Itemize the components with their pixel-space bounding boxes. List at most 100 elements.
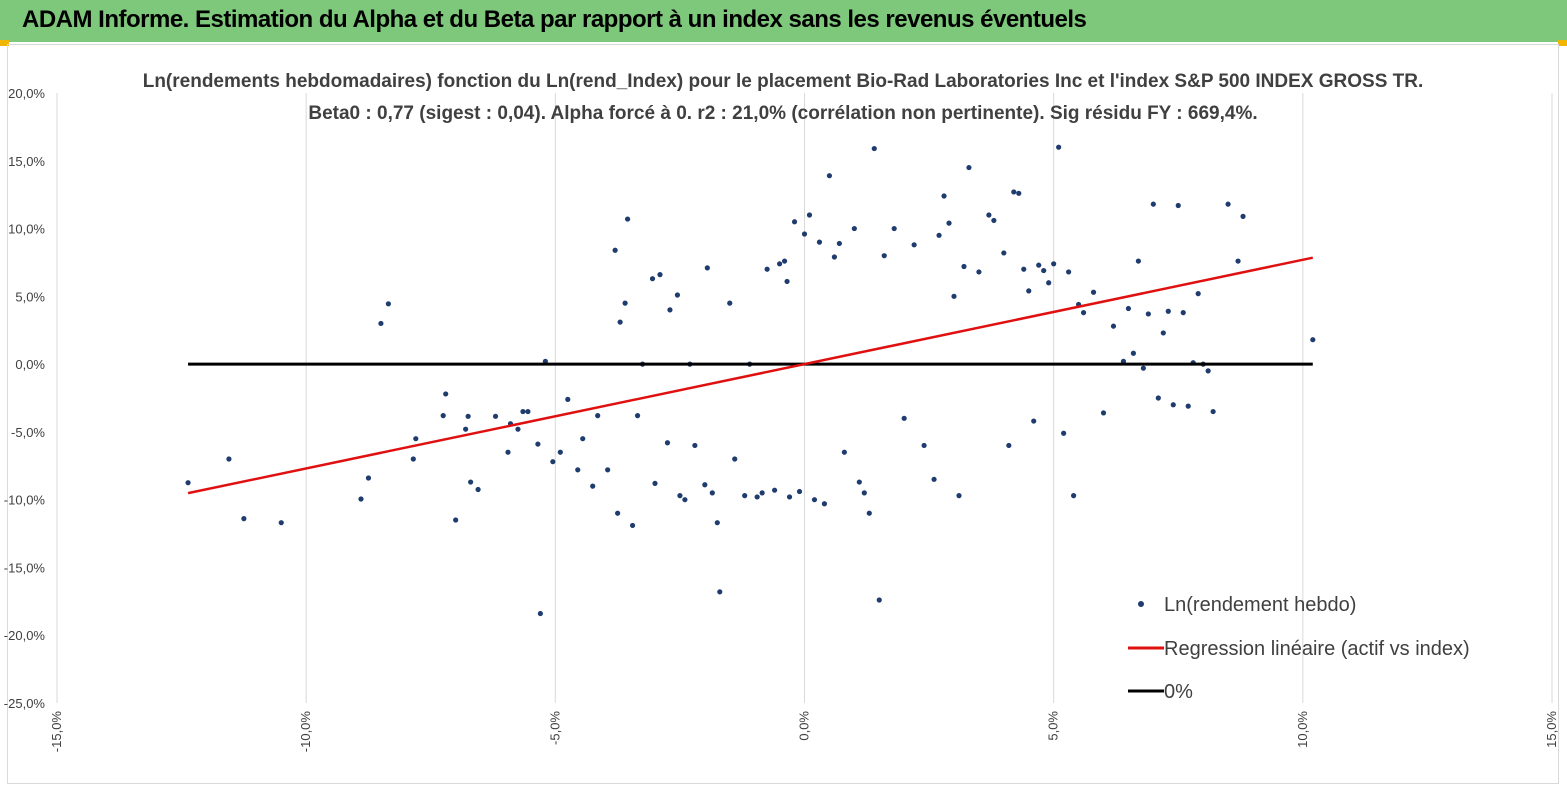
legend-marker-points [1138, 601, 1144, 607]
scatter-point-15 [468, 479, 474, 485]
scatter-point-127 [1145, 311, 1151, 317]
scatter-point-112 [1051, 261, 1057, 267]
scatter-point-98 [966, 164, 972, 171]
scatter-point-45 [664, 440, 671, 446]
legend-label-points: Ln(rendement hebdo) [1164, 594, 1356, 616]
scatter-point-104 [1011, 189, 1017, 195]
scatter-point-91 [931, 476, 937, 482]
scatter-point-137 [1195, 291, 1201, 297]
scatter-point-94 [946, 220, 952, 226]
scatter-point-69 [791, 219, 798, 225]
scatter-point-28 [565, 396, 571, 402]
scatter-point-142 [1235, 258, 1241, 264]
scatter-point-26 [550, 459, 556, 465]
scatter-point-82 [861, 490, 867, 496]
scatter-point-9 [410, 456, 416, 462]
scatter-point-79 [841, 449, 847, 455]
scatter-point-54 [709, 490, 715, 496]
scatter-point-124 [1130, 350, 1136, 356]
regression-line [187, 256, 1314, 495]
y-tick-label-8: -20,0% [4, 628, 46, 643]
x-tick-label-6: 15,0% [1544, 711, 1559, 748]
scatter-point-46 [667, 307, 673, 313]
scatter-point-11 [443, 391, 449, 397]
scatter-point-134 [1180, 310, 1186, 316]
x-tick-label-5: 10,0% [1295, 711, 1310, 748]
chart-title: Ln(rendements hebdomadaires) fonction du… [143, 71, 1424, 124]
scatter-point-74 [816, 239, 823, 245]
scatter-point-39 [629, 522, 636, 529]
chart-title-line-1: Ln(rendements hebdomadaires) fonction du… [143, 71, 1424, 92]
scatter-point-120 [1100, 410, 1107, 416]
x-tick-label-1: -10,0% [298, 711, 313, 753]
scatter-point-49 [682, 497, 688, 503]
corner-marker-left [0, 40, 9, 46]
scatter-point-35 [615, 510, 621, 516]
scatter-point-34 [612, 247, 618, 253]
scatter-point-14 [465, 413, 471, 419]
scatter-point-85 [876, 597, 882, 603]
scatter-point-109 [1036, 262, 1042, 268]
scatter-point-102 [1001, 250, 1007, 256]
scatter-point-1 [226, 456, 232, 462]
scatter-point-63 [764, 266, 770, 272]
scatter-point-53 [704, 265, 710, 271]
y-tick-label-2: 10,0% [8, 222, 45, 237]
scatter-point-56 [717, 589, 723, 595]
scatter-point-95 [951, 293, 957, 299]
scatter-point-3 [278, 520, 284, 526]
y-tick-label-9: -25,0% [4, 696, 46, 711]
chart-frame [7, 44, 1559, 784]
scatter-point-8 [413, 436, 419, 442]
scatter-point-38 [624, 216, 631, 222]
scatter-point-103 [1006, 442, 1012, 449]
scatter-point-29 [575, 467, 581, 473]
scatter-point-133 [1175, 202, 1181, 209]
legend-label-zero: 0% [1164, 681, 1193, 703]
axes: -15,0% -10,0% -5,0% 0,0% 5,0% 10,0% 15,0% 20,0%… [4, 86, 1559, 752]
scatter-point-121 [1110, 323, 1117, 329]
scatter-point-144 [1310, 337, 1316, 343]
scatter-point-129 [1155, 395, 1161, 401]
scatter-point-99 [976, 269, 982, 275]
scatter-point-17 [492, 413, 499, 419]
scatter-point-6 [378, 320, 384, 327]
report-title: ADAM Informe. Estimation du Alpha et du … [22, 6, 1087, 33]
x-tick-label-3: 0,0% [797, 711, 812, 741]
scatter-point-37 [622, 300, 628, 306]
scatter-point-0 [185, 480, 191, 486]
scatter-point-44 [657, 272, 663, 278]
scatter-point-140 [1210, 408, 1216, 415]
scatter-point-18 [505, 449, 511, 455]
scatter-point-93 [941, 193, 947, 199]
y-tick-label-3: 5,0% [15, 289, 45, 304]
scatter-point-130 [1160, 330, 1166, 336]
scatter-point-22 [525, 408, 531, 415]
y-tick-label-7: -15,0% [4, 560, 46, 575]
scatter-point-88 [901, 415, 907, 421]
scatter-point-135 [1185, 403, 1191, 409]
scatter-point-141 [1225, 201, 1231, 207]
scatter-point-4 [358, 496, 364, 502]
scatter-point-57 [727, 300, 733, 306]
scatter-point-113 [1056, 144, 1062, 150]
scatter-point-119 [1090, 289, 1097, 295]
scatter-point-80 [851, 225, 857, 232]
scatter-point-76 [826, 173, 833, 179]
scatter-point-101 [991, 217, 997, 224]
y-tick-label-4: 0,0% [15, 357, 45, 372]
series-lines [187, 256, 1314, 495]
scatter-point-131 [1165, 308, 1171, 314]
chart-title-line-2: Beta0 : 0,77 (sigest : 0,04). Alpha forc… [308, 103, 1257, 124]
scatter-point-5 [365, 475, 372, 481]
scatter-point-139 [1205, 368, 1211, 374]
scatter-point-143 [1240, 213, 1246, 219]
scatter-point-16 [475, 486, 481, 493]
scatter-point-100 [986, 212, 992, 218]
scatter-point-2 [241, 516, 247, 522]
scatter-point-30 [580, 436, 586, 442]
corner-marker-right [1558, 40, 1567, 46]
scatter-point-64 [772, 487, 778, 493]
scatter-point-71 [801, 231, 808, 237]
scatter-point-110 [1041, 267, 1047, 274]
